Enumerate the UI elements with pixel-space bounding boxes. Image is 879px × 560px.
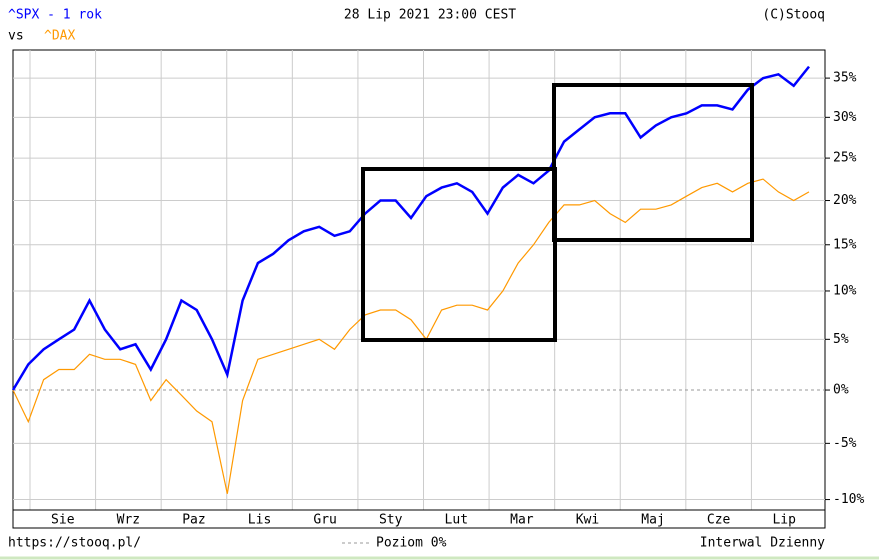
footer-url: https://stooq.pl/ (8, 536, 141, 551)
highlight-box (361, 167, 557, 342)
x-tick-label: Maj (641, 513, 664, 528)
chart-title: ^SPX - 1 rok (8, 8, 102, 23)
plot-area (12, 49, 826, 511)
highlight-box (552, 83, 754, 242)
y-tick-label: 0% (833, 383, 849, 398)
vs-label: vs (8, 29, 24, 44)
x-tick-label: Cze (707, 513, 731, 528)
x-tick-label: Paz (182, 513, 205, 528)
x-axis-band (12, 509, 826, 529)
x-tick-label: Wrz (117, 513, 140, 528)
y-tick-label: 15% (833, 237, 857, 252)
series-line (12, 178, 810, 494)
interval-label: Interwal Dzienny (700, 536, 825, 551)
copyright: (C)Stooq (762, 8, 825, 23)
y-tick-label: -10% (833, 492, 864, 507)
legend-label: ^DAX (44, 29, 75, 44)
y-tick-label: 25% (833, 151, 857, 166)
x-tick-label: Mar (510, 513, 534, 528)
y-tick-label: -5% (833, 436, 857, 451)
x-tick-label: Sty (379, 513, 403, 528)
x-tick-label: Lut (445, 513, 468, 528)
zero-legend-label: Poziom 0% (376, 536, 447, 551)
x-tick-label: Kwi (576, 513, 599, 528)
y-tick-label: 30% (833, 110, 857, 125)
series-line (11, 65, 810, 391)
x-tick-label: Lip (772, 513, 796, 528)
y-tick-label: 5% (833, 332, 849, 347)
y-tick-label: 35% (833, 71, 857, 86)
chart-subtitle: 28 Lip 2021 23:00 CEST (344, 8, 516, 23)
y-tick-label: 20% (833, 193, 857, 208)
x-tick-label: Sie (51, 513, 75, 528)
y-tick-label: 10% (833, 283, 857, 298)
x-tick-label: Gru (313, 513, 336, 528)
x-tick-label: Lis (248, 513, 271, 528)
